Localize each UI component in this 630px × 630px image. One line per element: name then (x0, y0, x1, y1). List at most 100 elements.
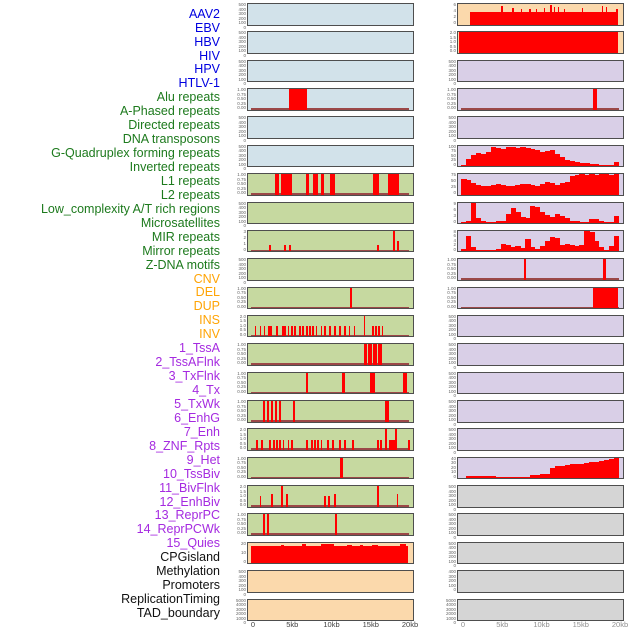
signal-area-slice (510, 207, 516, 224)
y-tick-label: 5000 (235, 597, 246, 603)
signal-bar (320, 326, 323, 337)
right-track-row-3: 500 400 300 200 100 0 (437, 57, 625, 86)
signal-bar (328, 496, 330, 507)
signal-baseline (251, 505, 409, 507)
signal-area-slice (609, 458, 615, 479)
y-tick-label: 0 (453, 20, 456, 25)
y-tick-label: 200 (448, 554, 456, 560)
y-tick-label: 0.50 (237, 351, 246, 357)
signal-area-slice (525, 183, 531, 195)
track-label: 12_EnhBiv (159, 494, 220, 509)
y-tick-label: 3000 (445, 606, 456, 612)
signal-area-slice (485, 186, 492, 195)
y-tick-label: 300 (448, 521, 456, 527)
right-track-yaxis-22: 5000 4000 3000 2000 1000 0 (437, 598, 456, 625)
signal-bar (290, 326, 293, 337)
signal-bar (281, 544, 285, 564)
y-tick-label: 0.75 (447, 290, 456, 296)
y-tick-label: 0.00 (237, 190, 246, 196)
track-label: HTLV-1 (178, 76, 220, 91)
signal-area-slice (569, 160, 575, 167)
y-tick-label: 400 (448, 545, 456, 551)
left-track-yaxis-6: 500 400 300 200 100 0 (227, 144, 246, 171)
right-track-plot-14 (457, 371, 624, 395)
signal-bar (259, 326, 262, 337)
y-tick-label: 0.00 (447, 105, 456, 111)
y-tick-label: 400 (238, 34, 246, 40)
y-tick-label: 500 (238, 200, 246, 206)
signal-area-slice (495, 248, 501, 252)
y-tick-label: 400 (448, 346, 456, 352)
signal-bar (305, 174, 309, 195)
signal-bar (371, 326, 374, 337)
track-label: DEL (195, 285, 220, 300)
signal-bar (317, 439, 320, 450)
signal-bar (275, 174, 279, 195)
right-track-plot-1 (457, 3, 624, 26)
y-tick-label: 200 (238, 270, 246, 276)
track-label: INV (199, 327, 220, 342)
signal-bar (351, 439, 354, 450)
signal-bar (524, 259, 527, 280)
signal-area-slice (554, 184, 561, 195)
signal-bar (376, 486, 379, 507)
signal-bar (315, 326, 318, 337)
signal-area-slice (540, 184, 546, 195)
signal-bar (363, 344, 368, 365)
signal-area-slice (559, 157, 565, 167)
signal-bar (397, 241, 400, 252)
signal-bar (581, 8, 584, 25)
x-tick-label: 0 (460, 620, 466, 629)
signal-area-slice (535, 206, 541, 224)
y-tick-label: 0.25 (237, 412, 246, 418)
signal-area-slice (604, 165, 610, 167)
signal-area-slice (466, 220, 472, 224)
right-track-plot-5 (457, 116, 624, 139)
signal-area-slice (530, 474, 536, 479)
y-tick-label: 500 (238, 257, 246, 263)
y-tick-label: 0 (243, 52, 246, 58)
track-label: Inverted repeats (129, 160, 220, 175)
y-tick-label: 300 (238, 124, 246, 130)
y-tick-label: 400 (448, 63, 456, 69)
signal-bar (266, 514, 269, 535)
signal-area-slice (554, 214, 561, 224)
signal-bar (279, 401, 282, 422)
y-tick-label: 500 (448, 399, 456, 405)
track-label: CNV (193, 271, 220, 286)
signal-area-slice (461, 222, 467, 224)
signal-area-slice (594, 175, 600, 195)
signal-area-slice (480, 250, 487, 252)
y-tick-label: 500 (238, 569, 246, 575)
signal-area-slice (476, 476, 482, 479)
signal-area-slice (461, 165, 467, 167)
y-tick-label: 0.50 (447, 294, 456, 300)
right-track-row-12: 500 400 300 200 100 0 (437, 312, 625, 341)
y-tick-label: 400 (448, 488, 456, 494)
track-label: G-Quadruplex forming repeats (51, 146, 220, 161)
signal-bar (267, 326, 270, 337)
y-tick-label: 0.50 (447, 96, 456, 102)
right-track-plot-3 (457, 59, 624, 83)
signal-area-slice (564, 464, 570, 479)
y-tick-label: 300 (448, 322, 456, 328)
y-tick-label: 0.00 (237, 360, 246, 366)
y-tick-label: 10 (450, 469, 456, 475)
signal-bar (350, 287, 353, 309)
y-tick-label: 4000 (445, 602, 456, 608)
signal-area-slice (545, 473, 551, 479)
signal-area-slice (505, 245, 511, 252)
signal-area-slice (540, 211, 546, 224)
y-tick-label: 500 (448, 342, 456, 348)
right-track-yaxis-6: 100 75 50 25 0 (437, 144, 456, 168)
signal-bar (256, 439, 259, 450)
signal-bar (388, 174, 399, 195)
signal-area-slice (589, 163, 595, 167)
y-tick-label: 0.25 (447, 100, 456, 106)
signal-bar (254, 326, 257, 337)
right-track-row-2: 2.0 1.5 1.0 0.5 0.0 (437, 28, 625, 56)
left-track-row-8: 500 400 300 200 100 0 (227, 199, 415, 228)
signal-area-slice (466, 236, 472, 252)
y-tick-label: 20 (240, 540, 246, 546)
